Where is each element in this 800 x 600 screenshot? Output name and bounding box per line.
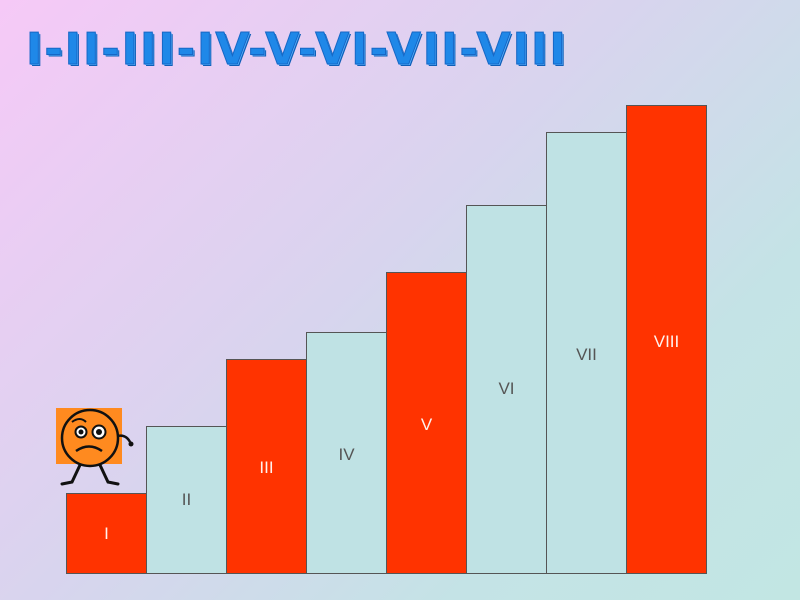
worried-orange-face-walker-icon xyxy=(56,408,134,486)
step-label: VI xyxy=(498,379,515,398)
step-label: III xyxy=(259,458,274,477)
step-6: VI xyxy=(466,205,547,574)
step-8: VIII xyxy=(626,105,707,574)
step-label: V xyxy=(420,415,433,434)
step-1: I xyxy=(66,493,147,574)
step-label: VII xyxy=(576,345,597,364)
step-7: VII xyxy=(546,132,627,574)
step-label: VIII xyxy=(653,332,680,351)
step-label: IV xyxy=(338,445,355,464)
step-5: V xyxy=(386,272,467,574)
step-4: IV xyxy=(306,332,387,574)
step-2: II xyxy=(146,426,227,574)
page-title: I-II-III-IV-V-VI-VII-VIII xyxy=(26,24,568,76)
step-3: III xyxy=(226,359,307,574)
step-label: I xyxy=(104,524,109,543)
step-label: II xyxy=(181,490,192,509)
